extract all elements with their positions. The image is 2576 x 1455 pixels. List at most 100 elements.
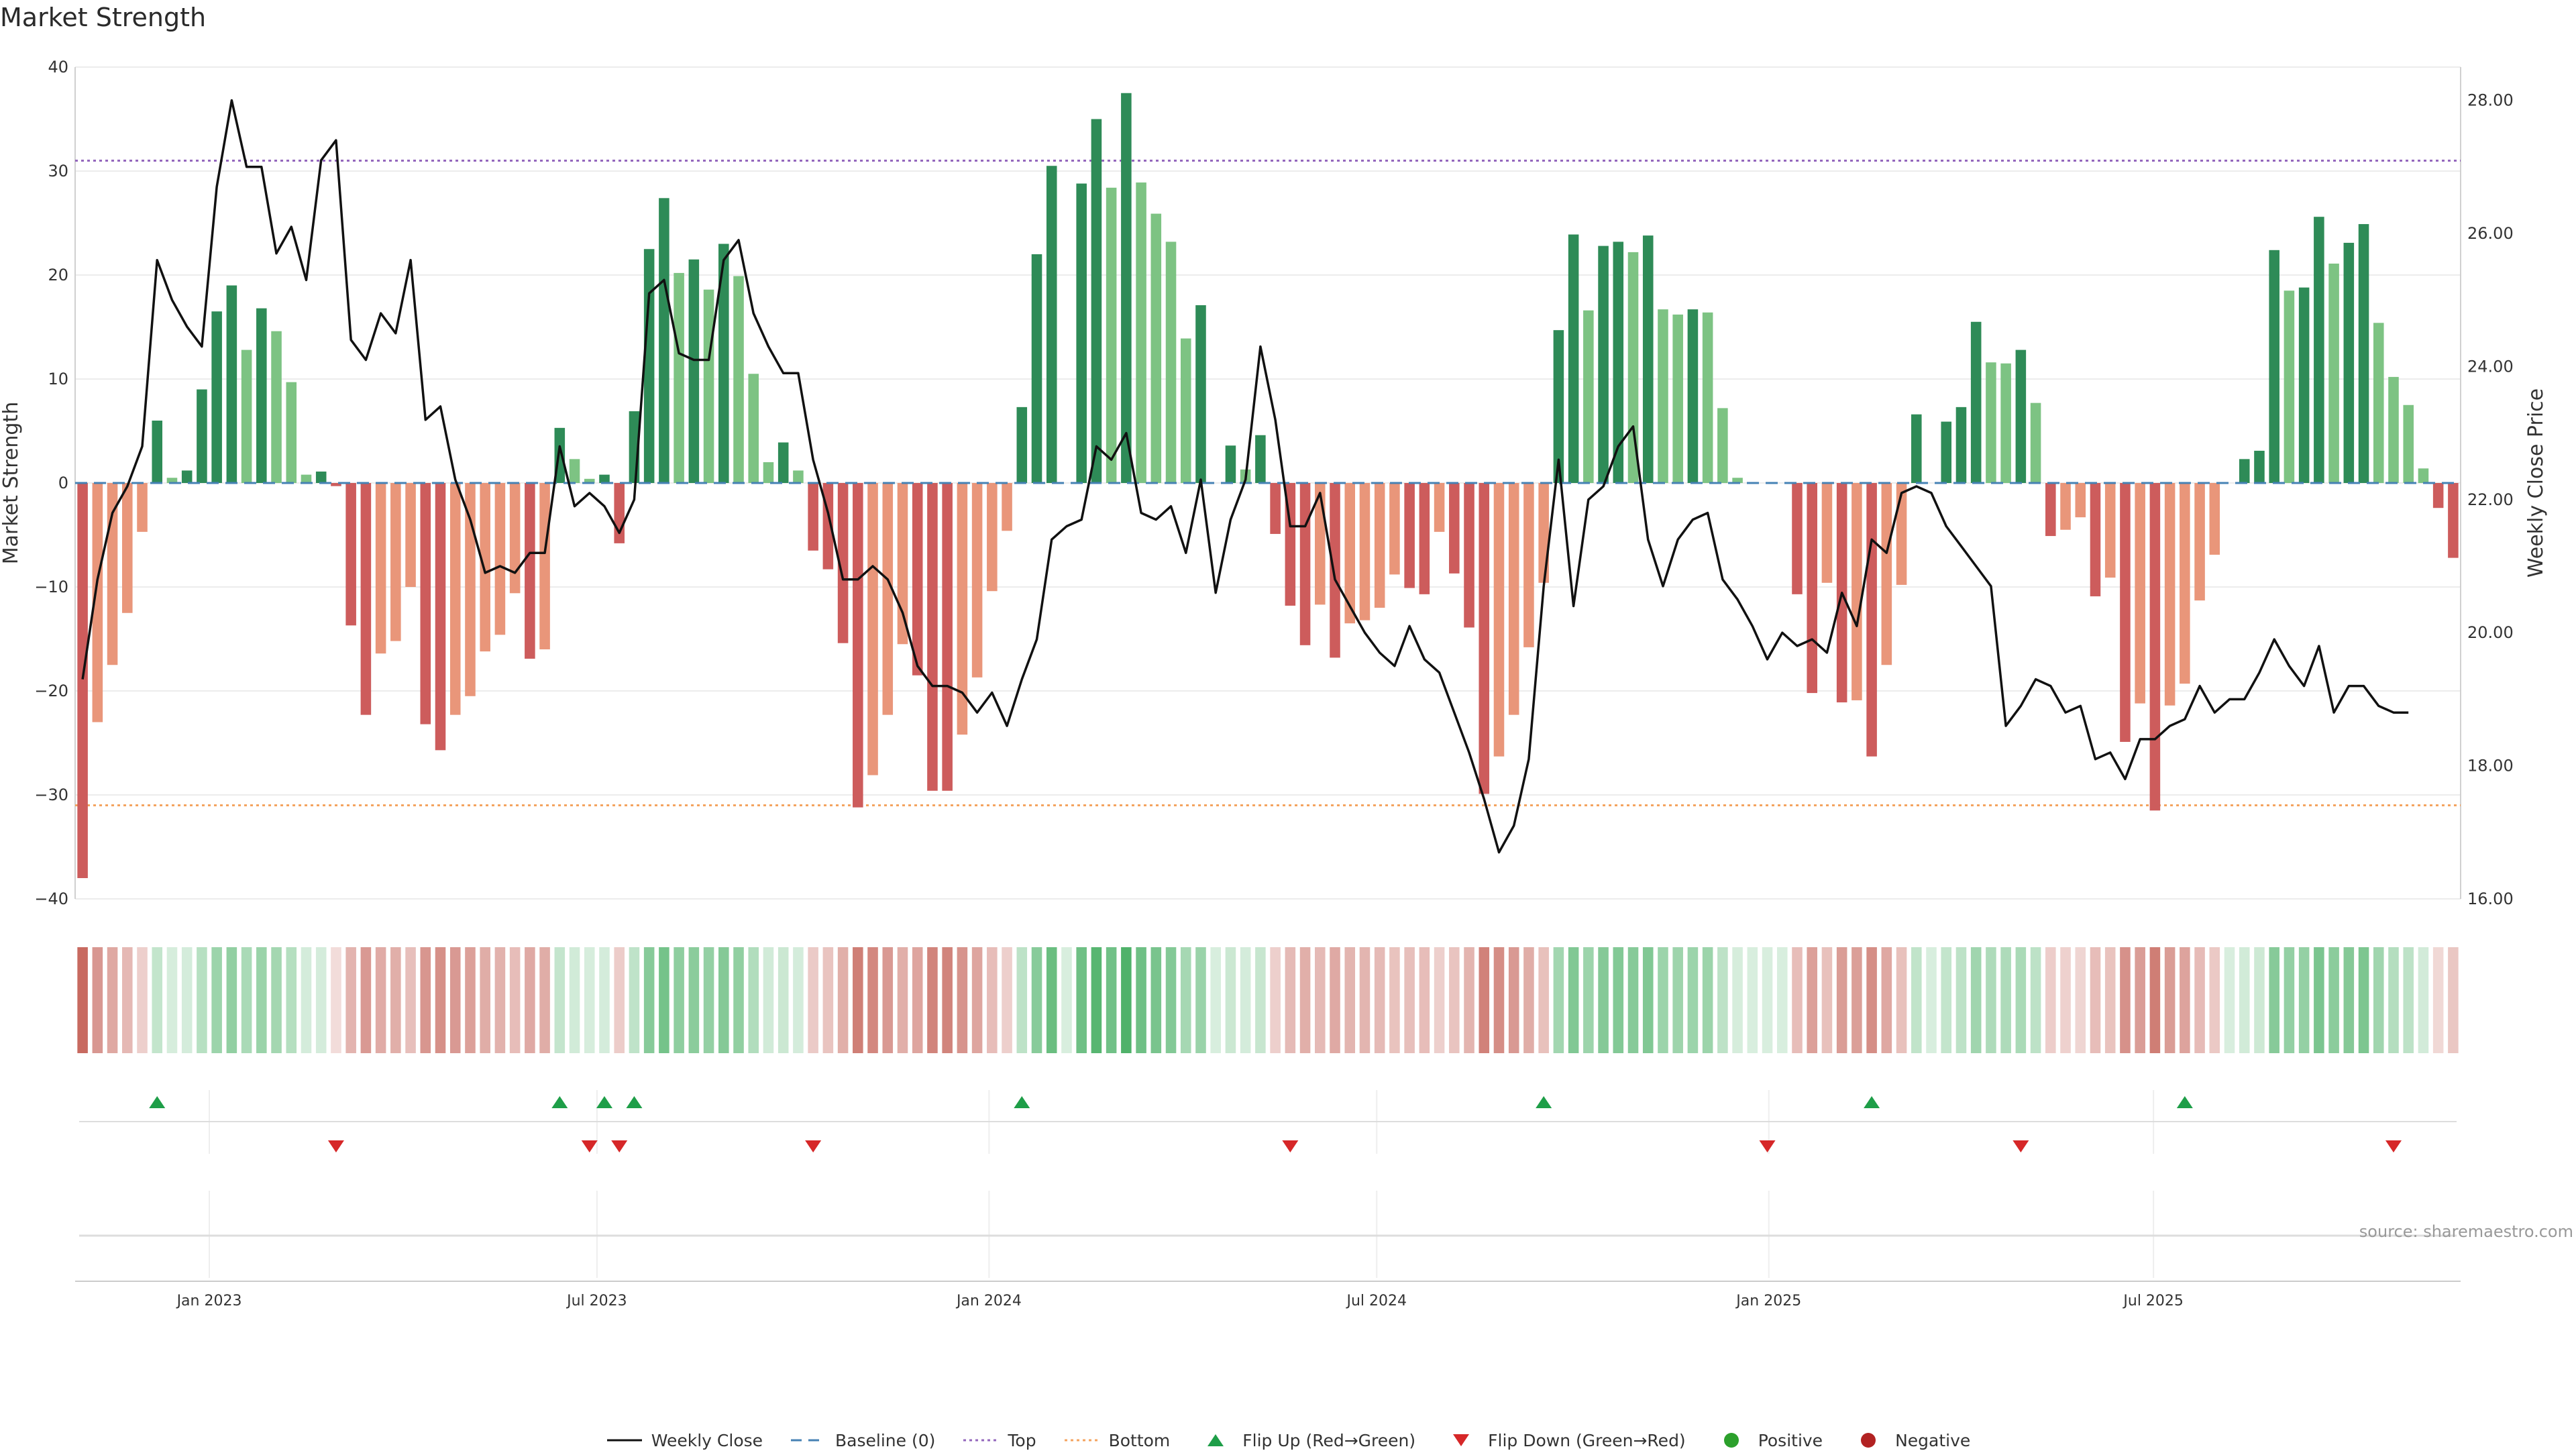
flip-up-marker [1864, 1096, 1880, 1108]
legend-label: Weekly Close [651, 1430, 763, 1450]
strength-bar [882, 483, 894, 715]
chart-title: Market Strength [0, 3, 207, 32]
y2-tick-label: 28.00 [2467, 91, 2514, 110]
strength-heat-cell [1031, 947, 1042, 1053]
strength-heat-cell [2075, 947, 2086, 1053]
strength-heat-cell [1210, 947, 1221, 1053]
strength-bar [2448, 483, 2459, 558]
legend-item: Top [962, 1431, 1036, 1450]
strength-heat-cell [181, 947, 193, 1053]
strength-heat-cell [1807, 947, 1817, 1053]
flip-up-marker [596, 1096, 612, 1108]
strength-bar [1807, 483, 1817, 694]
strength-heat-cell [793, 947, 804, 1053]
strength-heat-cell [241, 947, 252, 1053]
strength-bar [1389, 483, 1400, 575]
strength-bar [1299, 483, 1311, 645]
strength-bar [241, 349, 252, 483]
strength-bar [315, 471, 327, 483]
strength-bar [2358, 224, 2369, 483]
strength-bar [927, 483, 938, 791]
strength-heat-cell [465, 947, 476, 1053]
circle-icon [1861, 1433, 1876, 1448]
strength-heat-cell [1315, 947, 1326, 1053]
strength-heat-cell [2000, 947, 2011, 1053]
strength-heat-cell [912, 947, 923, 1053]
strength-bar [525, 483, 535, 659]
strength-heat-cell [2298, 947, 2310, 1053]
strength-heat-cell [1449, 947, 1460, 1053]
x-tick-label: Jan 2023 [176, 1293, 242, 1309]
strength-heat-cell [853, 947, 863, 1053]
strength-bar [1523, 483, 1534, 647]
strength-heat-cell [449, 947, 461, 1053]
strength-bar [1344, 483, 1356, 624]
strength-heat-cell [1061, 947, 1072, 1053]
strength-heat-cell [271, 947, 282, 1053]
strength-heat-cell [2403, 947, 2414, 1053]
strength-bar [92, 483, 103, 722]
strength-heat-cell [554, 947, 566, 1053]
strength-bar [2388, 376, 2399, 483]
strength-heat-cell [480, 947, 490, 1053]
strength-heat-cell [375, 947, 386, 1053]
strength-bar [2164, 483, 2176, 706]
strength-bar [1896, 483, 1907, 585]
market-strength-chart: −40 −30 −20 −10 0 10 20 30 40 16.00 18.00 20.00 22.0… [0, 58, 2548, 1309]
strength-heat-cell [2209, 947, 2220, 1053]
strength-heat-cell [882, 947, 894, 1053]
strength-heat-cell [1404, 947, 1415, 1053]
strength-heat-cell [286, 947, 297, 1053]
strength-bar [1464, 483, 1474, 628]
strength-heat-cell [2164, 947, 2176, 1053]
strength-bar [1672, 314, 1683, 483]
strength-bar [971, 483, 983, 678]
y2-tick-label: 26.00 [2467, 224, 2514, 243]
strength-bar [2030, 402, 2041, 483]
flip-down-marker [1282, 1140, 1299, 1152]
strength-bar [271, 331, 282, 483]
strength-bar [2120, 483, 2131, 742]
flip-down-marker [2012, 1140, 2029, 1152]
strength-bar [2269, 250, 2279, 483]
strength-heat-cell [1344, 947, 1356, 1053]
strength-heat-cell [1926, 947, 1937, 1053]
strength-heat-cell [1434, 947, 1445, 1053]
x-tick-label: Jan 2025 [1735, 1293, 1801, 1309]
strength-bar [1330, 483, 1340, 658]
strength-heat-cell [1479, 947, 1490, 1053]
strength-heat-cell [1046, 947, 1057, 1053]
strength-bar [837, 483, 849, 643]
strength-bar [1016, 407, 1028, 483]
strength-bar [435, 483, 446, 751]
x-tick-label: Jul 2025 [2122, 1293, 2184, 1309]
circle-icon [1723, 1433, 1739, 1448]
strength-heat-cell [718, 947, 729, 1053]
strength-bar [2239, 459, 2250, 483]
y-tick-label: 0 [58, 474, 68, 492]
strength-heat-cell [1016, 947, 1028, 1053]
strength-heat-cell [1121, 947, 1132, 1053]
strength-heat-cell [1762, 947, 1773, 1053]
strength-heat-cell [435, 947, 446, 1053]
strength-bar [197, 389, 207, 483]
strength-bar [1986, 362, 1996, 483]
strength-bar [1195, 305, 1206, 483]
strength-bar [286, 382, 297, 483]
strength-heat-cell [1106, 947, 1117, 1053]
strength-heat-cell [1195, 947, 1206, 1053]
strength-heat-cell [1627, 947, 1639, 1053]
strength-bar [2254, 450, 2265, 483]
strength-bar [2418, 468, 2429, 483]
flip-down-marker [327, 1140, 344, 1152]
strength-bar [390, 483, 401, 641]
strength-heat-cell [599, 947, 610, 1053]
strength-bar [1881, 483, 1892, 665]
strength-heat-cell [1717, 947, 1728, 1053]
flip-down-marker [805, 1140, 822, 1152]
strength-bar [584, 478, 595, 483]
strength-heat-cell [2254, 947, 2265, 1053]
legend-item: Weekly Close [606, 1431, 763, 1450]
strength-heat-cell [659, 947, 669, 1053]
strength-heat-cell [569, 947, 580, 1053]
